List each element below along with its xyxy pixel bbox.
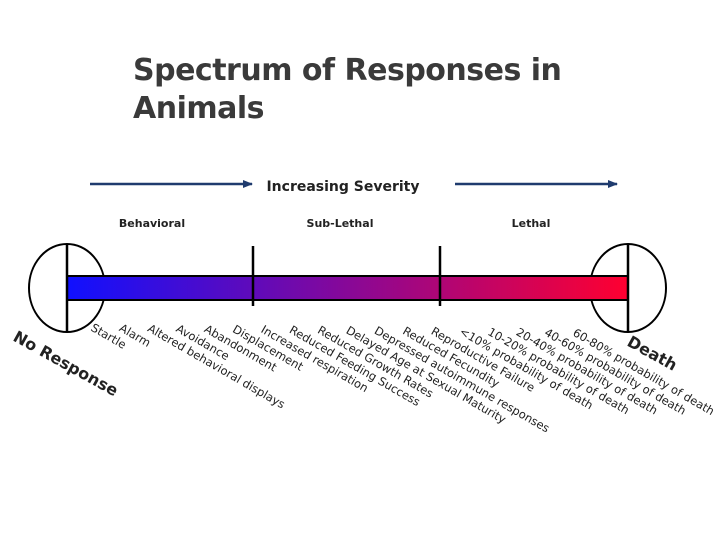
category-lethal: Lethal (512, 217, 551, 230)
category-sub-lethal: Sub-Lethal (307, 217, 374, 230)
slide-title: Spectrum of Responses in Animals (133, 52, 562, 128)
title-line-1: Spectrum of Responses in (133, 53, 562, 88)
spectrum-bar (66, 275, 629, 301)
title-line-2: Animals (133, 91, 265, 126)
severity-label: Increasing Severity (266, 179, 419, 195)
category-behavioral: Behavioral (119, 217, 185, 230)
